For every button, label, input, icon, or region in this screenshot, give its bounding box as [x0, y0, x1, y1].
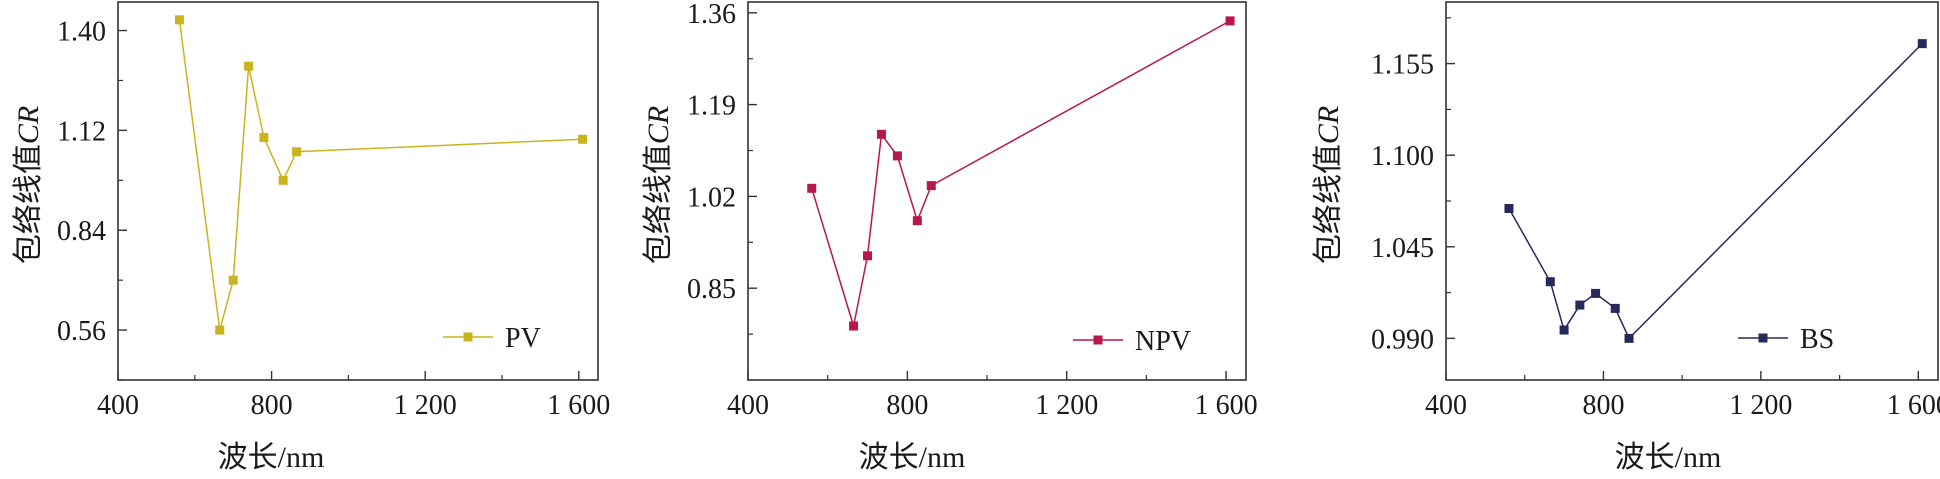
x-tick-label-npv: 1 200 — [1035, 390, 1098, 421]
y-axis-title-npv: 包络线值CR — [642, 106, 675, 264]
y-tick-label-npv: 1.19 — [687, 91, 736, 122]
plot-frame-npv — [747, 1, 1247, 381]
x-axis-title-pv: 波长/nm — [218, 441, 325, 474]
chart-panel-pv: 包络线值CR 波长/nm PV — [12, 106, 541, 474]
data-point-npv — [912, 216, 922, 226]
y-axis-title-text-npv: 包络线值CR — [642, 106, 675, 264]
y-tick-label-pv: 0.56 — [57, 316, 106, 347]
data-point-npv — [807, 183, 817, 193]
x-tick-label-pv: 1 200 — [394, 390, 457, 421]
data-point-pv — [215, 325, 225, 335]
data-point-pv — [244, 61, 254, 71]
x-tick-label-bs: 1 200 — [1729, 390, 1792, 421]
data-point-pv — [259, 133, 269, 143]
data-point-bs — [1504, 203, 1514, 213]
data-point-npv — [1225, 16, 1235, 26]
y-axis-title-bs: 包络线值CR — [1312, 106, 1345, 264]
plot-area-bs: 400 800 1 200 1 600 0.990 1.045 1.100 1.155 — [1371, 1, 1940, 421]
legend-marker-npv — [1093, 335, 1103, 345]
legend-label-bs: BS — [1800, 324, 1834, 355]
x-tick-label-bs: 1 600 — [1887, 390, 1940, 421]
x-tick-label-pv: 800 — [251, 390, 293, 421]
y-tick-label-bs: 1.045 — [1371, 233, 1434, 264]
y-tick-label-npv: 0.85 — [687, 274, 736, 305]
series-line-pv — [178, 19, 583, 331]
series-line-bs — [1508, 43, 1923, 340]
chart-panel-bs: 包络线值CR 波长/nm BS — [1312, 106, 1834, 474]
plot-frame-pv — [117, 1, 599, 381]
chart-panel-npv: 包络线值CR 波长/nm NPV — [642, 106, 1191, 474]
x-tick-label-npv: 800 — [886, 390, 928, 421]
data-point-pv — [228, 275, 238, 285]
y-axis-title-pv: 包络线值CR — [12, 106, 45, 264]
y-tick-label-bs: 0.990 — [1371, 324, 1434, 355]
data-point-bs — [1610, 303, 1620, 313]
x-tick-label-bs: 800 — [1582, 390, 1624, 421]
y-tick-label-pv: 1.40 — [57, 17, 106, 48]
data-point-bs — [1917, 39, 1927, 49]
x-tick-label-npv: 400 — [727, 390, 769, 421]
data-point-pv — [292, 147, 302, 157]
x-axis-title-bs: 波长/nm — [1615, 441, 1722, 474]
y-axis-title-text-bs: 包络线值CR — [1312, 106, 1345, 264]
legend-marker-pv — [463, 332, 473, 342]
x-tick-label-npv: 1 600 — [1195, 390, 1258, 421]
y-tick-label-pv: 1.12 — [57, 116, 106, 147]
y-tick-label-bs: 1.100 — [1371, 141, 1434, 172]
x-tick-label-pv: 1 600 — [547, 390, 610, 421]
x-tick-label-pv: 400 — [97, 390, 139, 421]
plot-area-pv: 400 800 1 200 1 600 0.56 0.84 1.12 1.40 — [57, 1, 610, 421]
data-point-npv — [926, 181, 936, 191]
data-point-npv — [876, 129, 886, 139]
data-point-bs — [1591, 288, 1601, 298]
plot-area-npv: 400 800 1 200 1 600 0.85 1.02 1.19 1.36 — [687, 0, 1258, 421]
legend-label-npv: NPV — [1135, 326, 1191, 357]
series-line-npv — [811, 20, 1231, 327]
y-tick-label-bs: 1.155 — [1371, 50, 1434, 81]
data-point-npv — [863, 251, 873, 261]
x-tick-label-bs: 400 — [1425, 390, 1467, 421]
x-axis-title-npv: 波长/nm — [859, 441, 966, 474]
data-point-pv — [278, 175, 288, 185]
data-point-bs — [1624, 333, 1634, 343]
y-tick-label-npv: 1.36 — [687, 0, 736, 30]
y-tick-label-pv: 0.84 — [57, 216, 106, 247]
y-axis-title-text-pv: 包络线值CR — [12, 106, 45, 264]
data-point-pv — [174, 15, 184, 25]
data-point-bs — [1545, 277, 1555, 287]
data-point-bs — [1575, 300, 1585, 310]
data-point-npv — [892, 151, 902, 161]
legend-marker-bs — [1758, 333, 1768, 343]
y-tick-label-npv: 1.02 — [687, 182, 736, 213]
plot-frame-bs — [1445, 1, 1939, 381]
data-point-npv — [849, 321, 859, 331]
data-point-pv — [578, 134, 588, 144]
data-point-bs — [1559, 325, 1569, 335]
legend-label-pv: PV — [505, 323, 541, 354]
